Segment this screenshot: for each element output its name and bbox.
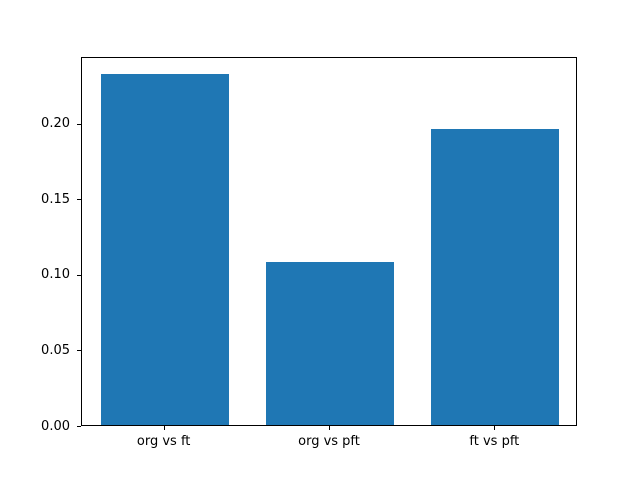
x-tick-label: org vs ft [136, 434, 191, 449]
y-tick-label: 0.10 [41, 267, 70, 283]
x-tick-mark [494, 426, 496, 430]
y-tick-label: 0.15 [41, 191, 70, 207]
y-tick-mark [77, 274, 81, 276]
y-tick-mark [77, 123, 81, 125]
y-tick-label: 0.00 [41, 418, 70, 434]
y-tick-mark [77, 426, 81, 427]
bar-org-vs-pft [266, 261, 394, 425]
bar-org-vs-ft [100, 74, 229, 425]
y-tick-label: 0.20 [41, 116, 70, 132]
y-tick-mark [77, 350, 81, 352]
plot-area [81, 57, 577, 426]
bar-ft-vs-pft [431, 128, 560, 425]
y-tick-label: 0.05 [41, 342, 70, 358]
y-tick-mark [77, 199, 81, 201]
x-tick-label: ft vs pft [469, 434, 520, 449]
x-tick-mark [329, 426, 330, 430]
x-tick-label: org vs pft [298, 434, 360, 449]
x-tick-mark [163, 426, 165, 430]
